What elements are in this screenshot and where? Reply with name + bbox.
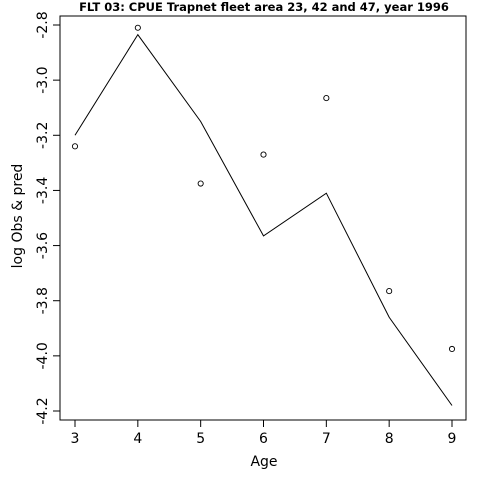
y-axis: -4.2 -4.0 -3.8 -3.6 -3.4 -3.2 -3.0 -2.8	[35, 11, 61, 425]
y-tick-label: -2.8	[35, 11, 51, 38]
y-tick-label: -3.0	[35, 66, 51, 93]
plot-frame	[59, 15, 467, 421]
y-axis-title: log Obs & pred	[10, 164, 26, 269]
observed-point	[71, 143, 79, 150]
observed-point	[323, 95, 330, 102]
y-tick-label: -4.0	[35, 342, 51, 369]
plot-area	[71, 24, 456, 406]
y-tick-label: -3.2	[35, 122, 51, 149]
y-tick-label: -3.8	[35, 287, 51, 314]
observed-point	[386, 288, 393, 295]
x-axis: 3 4 5 6 7 8 9	[71, 419, 457, 447]
x-tick-label: 8	[385, 431, 394, 447]
x-tick-label: 7	[322, 431, 331, 447]
observed-point	[197, 180, 204, 187]
observed-point	[134, 24, 141, 31]
y-tick-label: -3.4	[35, 177, 51, 204]
y-tick-label: -4.2	[35, 397, 51, 424]
x-tick-label: 5	[196, 431, 205, 447]
x-axis-title: Age	[250, 454, 277, 470]
x-tick-label: 3	[71, 431, 80, 447]
predicted-line	[74, 33, 453, 406]
observed-point	[448, 345, 456, 353]
x-tick-label: 9	[448, 431, 457, 447]
y-tick-label: -3.6	[35, 232, 51, 259]
x-tick-label: 4	[133, 431, 142, 447]
x-tick-label: 6	[259, 431, 268, 447]
observed-point	[260, 151, 267, 158]
chart-title: FLT 03: CPUE Trapnet fleet area 23, 42 a…	[79, 0, 449, 14]
